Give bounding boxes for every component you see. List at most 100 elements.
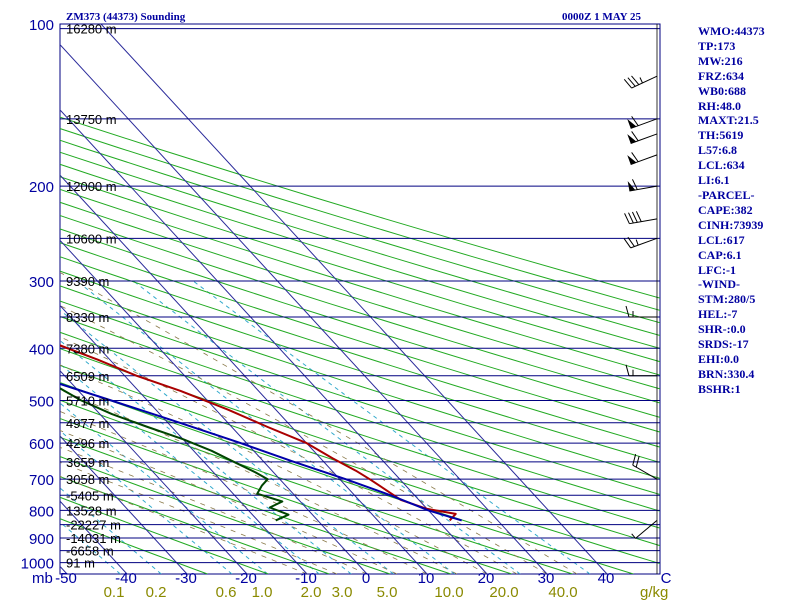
temperature-tick-label: -20 (235, 570, 257, 587)
wind-barb-full (624, 213, 630, 224)
wind-barb-full (625, 305, 630, 318)
height-label: 6509 m (66, 369, 109, 384)
pressure-tick-label: 900 (29, 531, 54, 548)
stat-line: EHI:0.0 (698, 351, 740, 366)
dry-adiabat-line (60, 417, 512, 574)
wind-barb-full (632, 454, 637, 466)
moist-adiabat-line (60, 430, 398, 574)
wind-barb-full (635, 456, 640, 468)
height-label: 9390 m (66, 274, 109, 289)
mixing-ratio-tick-label: 0.2 (146, 584, 167, 600)
dry-adiabat-line (60, 270, 660, 464)
wind-barb-full (631, 75, 640, 85)
stat-line: STM:280/5 (698, 292, 756, 307)
wind-barb-pennant (627, 181, 636, 191)
stat-line: HEL:-7 (698, 307, 738, 322)
wind-barb-full (625, 364, 630, 376)
height-label: 8330 m (66, 310, 109, 325)
moist-adiabat-line (60, 411, 428, 574)
wind-barb-full (631, 116, 639, 126)
mixing-ratio-tick-label: 3.0 (332, 584, 353, 600)
dry-adiabat-line (60, 476, 330, 574)
stat-line: WB0:688 (698, 83, 746, 98)
wind-barb (623, 75, 658, 89)
height-label: 13528 m (66, 503, 117, 518)
wind-barb (627, 131, 658, 144)
pressure-tick-label: 300 (29, 274, 54, 291)
wind-barb-full (631, 211, 638, 223)
wind-barb (625, 305, 657, 318)
x-axis-unit-label: mb (32, 570, 53, 587)
wind-barb-full (623, 238, 632, 249)
height-label: -14031 m (66, 531, 121, 546)
wind-barb-full (623, 79, 633, 89)
stat-line: TP:173 (698, 38, 736, 53)
mixing-ratio-tick-label: 0.1 (104, 584, 125, 600)
wind-barb (632, 454, 658, 480)
stat-line: L57:6.8 (698, 143, 737, 158)
isotherm-line (100, 24, 608, 574)
stat-line: CAP:6.1 (698, 247, 742, 262)
stat-line: LCL:617 (698, 232, 745, 247)
isotherm-line (60, 565, 68, 574)
pressure-tick-label: 400 (29, 341, 54, 358)
isotherm-line (60, 109, 488, 574)
stat-line: FRZ:634 (698, 68, 744, 83)
pressure-tick-label: 200 (29, 179, 54, 196)
moist-adiabat-line (60, 475, 308, 574)
dry-adiabat-line (60, 518, 208, 574)
temperature-tick-label: -10 (295, 570, 317, 587)
dry-adiabat-line (60, 176, 660, 363)
wind-barb-pennant (627, 119, 637, 129)
wind-barb-full (627, 77, 636, 87)
stat-line: TH:5619 (698, 128, 744, 143)
isotherm-line (60, 370, 248, 574)
height-label: 10600 m (66, 231, 117, 246)
stat-line: -PARCEL- (698, 187, 755, 202)
dry-adiabat-line (60, 496, 269, 574)
moist-adiabat-line (60, 389, 458, 574)
height-label: 16280 m (66, 22, 117, 37)
wind-barb (625, 364, 657, 377)
temperature-tick-label: 30 (538, 570, 555, 587)
dry-adiabat-line (60, 151, 660, 336)
dry-adiabat-line (60, 116, 660, 299)
wind-barb-half (639, 77, 643, 84)
mixing-ratio-tick-label: 0.6 (216, 584, 237, 600)
wind-barb-staff (635, 520, 658, 539)
pressure-tick-label: 600 (29, 436, 54, 453)
isotherm-line (60, 43, 548, 574)
dry-adiabat-line (60, 331, 660, 529)
temperature-tick-label: 0 (362, 570, 370, 587)
temperature-tick-label: C (661, 570, 672, 587)
sounding-stats-panel: WMO:44373 TP:173 MW:216 FRZ:634 WB0:688 RH:48… (698, 24, 798, 397)
stat-line: SHR-:0.0 (698, 322, 746, 337)
stat-line: BSHR:1 (698, 381, 741, 396)
height-label: -5405 m (66, 488, 114, 503)
chart-title: ZM373 (44373) Sounding (66, 11, 186, 23)
dry-adiabat-line (60, 256, 660, 448)
wind-barb (627, 152, 658, 165)
pressure-tick-label: 100 (29, 17, 54, 34)
stat-line: BRN:330.4 (698, 366, 755, 381)
height-label: 3058 m (66, 472, 109, 487)
dry-adiabat-line (60, 348, 660, 547)
stat-line: CINH:73939 (698, 217, 764, 232)
temperature-tick-label: -50 (55, 570, 77, 587)
wind-barb-full (631, 179, 638, 190)
dry-adiabat-line (60, 201, 660, 390)
pressure-tick-label: 1000 (21, 556, 54, 573)
wind-barb (627, 116, 658, 129)
wind-barb (627, 179, 658, 192)
moist-adiabat-line (60, 305, 548, 574)
pressure-tick-label: 500 (29, 393, 54, 410)
mixing-ratio-unit-label: g/kg (640, 584, 668, 600)
height-label: -22227 m (66, 518, 121, 533)
wind-barb-full (635, 211, 642, 222)
wind-barb-pennant (627, 155, 637, 165)
dry-adiabat-line (60, 242, 660, 433)
mixing-ratio-line (192, 280, 591, 574)
height-label: 4977 m (66, 416, 109, 431)
